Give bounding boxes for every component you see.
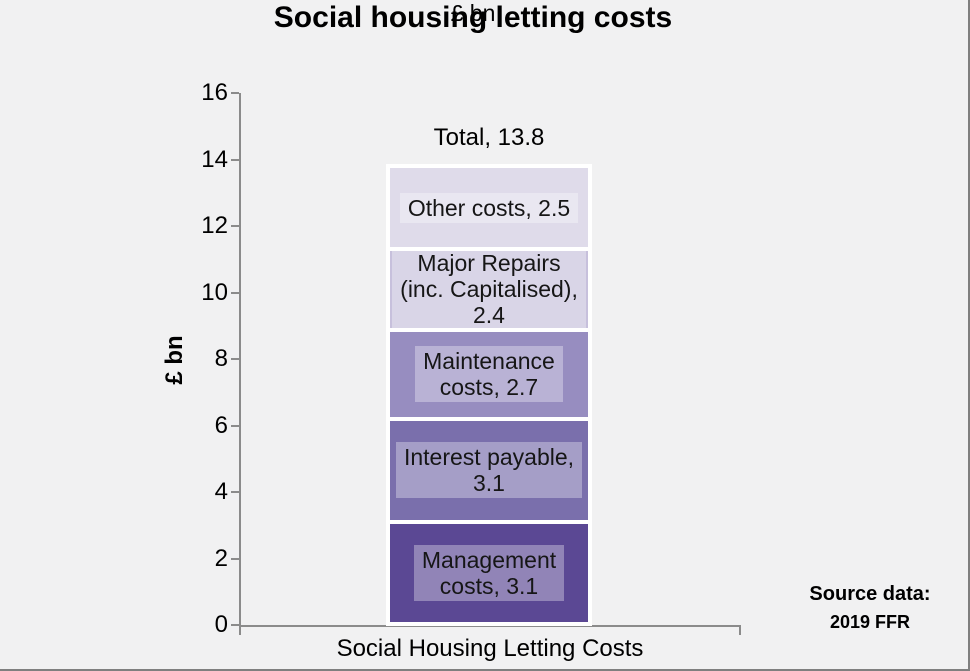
bar-segment-management-costs: Management costs, 3.1 — [388, 521, 590, 624]
y-tick-mark — [231, 158, 239, 161]
y-tick-mark — [231, 624, 239, 626]
y-tick-mark — [231, 291, 239, 294]
segment-label: Other costs, 2.5 — [399, 192, 579, 223]
segment-label: Interest payable, 3.1 — [395, 442, 583, 499]
y-tick-label: 12 — [201, 212, 228, 239]
segment-label: Maintenance costs, 2.7 — [415, 346, 563, 403]
y-tick-label: 8 — [214, 345, 228, 372]
y-tick-label: 10 — [201, 278, 228, 306]
segment-label: Major Repairs (inc. Capitalised), 2.4 — [392, 248, 586, 331]
bar-segment-maintenance-costs: Maintenance costs, 2.7 — [388, 329, 590, 420]
y-tick-mark — [231, 424, 239, 427]
bar-segment-other-costs: Other costs, 2.5 — [388, 166, 590, 250]
segment-label: Management costs, 3.1 — [413, 544, 565, 601]
y-tick-label: 2 — [214, 544, 228, 572]
plot-area — [231, 92, 741, 635]
chart-subtitle: £ bn — [450, 0, 496, 26]
x-category-label: Social Housing Letting Costs — [336, 635, 644, 662]
y-tick-labels: 0 2 4 6 8 10 12 14 16 — [140, 81, 228, 637]
total-label: Total, 13.8 — [433, 124, 545, 151]
y-tick-label: 4 — [214, 478, 228, 505]
y-tick-mark — [231, 358, 239, 360]
source-label: Source data: — [809, 583, 931, 605]
y-tick-mark — [231, 491, 239, 493]
y-tick-mark — [231, 557, 239, 560]
y-tick-mark — [231, 92, 239, 94]
source-note: Source data: 2019 FFR — [790, 583, 950, 633]
bar-segment-major-repairs-inc-capitalised: Major Repairs (inc. Capitalised), 2.4 — [388, 248, 590, 331]
x-axis-right-tick — [739, 627, 741, 635]
stacked-bar: Management costs, 3.1 Interest payable, 3… — [386, 164, 592, 626]
y-tick-label: 0 — [214, 611, 228, 638]
y-tick-mark — [231, 225, 239, 227]
source-value: 2019 FFR — [829, 612, 911, 632]
y-tick-label: 14 — [201, 145, 228, 173]
bar-segment-interest-payable: Interest payable, 3.1 — [388, 419, 590, 522]
y-tick-label: 6 — [214, 411, 228, 439]
x-axis-left-tick — [239, 627, 241, 635]
y-tick-label: 16 — [201, 79, 228, 106]
chart-title: Social housing letting costs — [273, 1, 673, 34]
